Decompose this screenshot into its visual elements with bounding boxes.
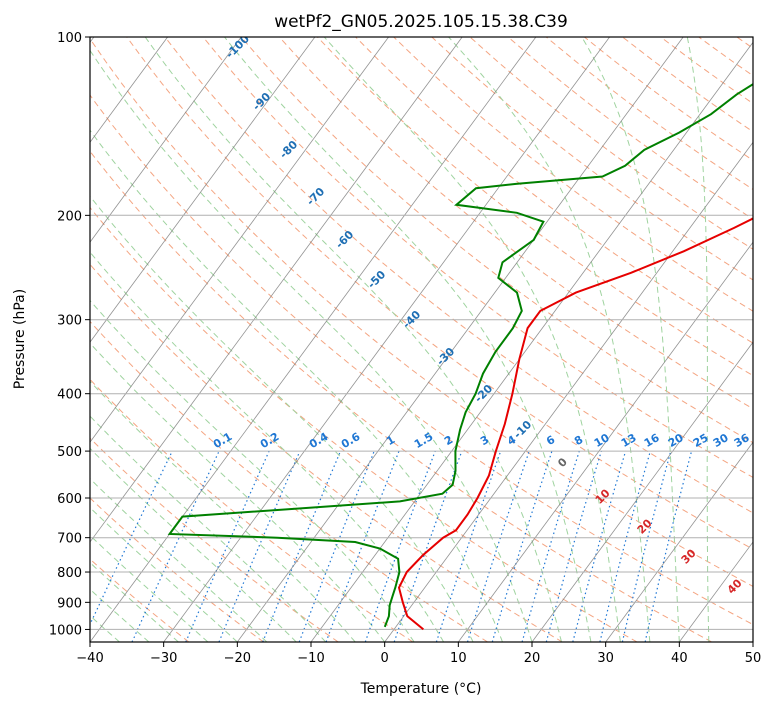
x-tick-label: −40 bbox=[76, 651, 103, 666]
isotherm-line bbox=[753, 37, 775, 642]
plot-area bbox=[90, 37, 753, 642]
y-tick-label: 300 bbox=[57, 314, 82, 329]
y-tick-label: 400 bbox=[57, 388, 82, 403]
y-tick-label: 500 bbox=[57, 445, 82, 460]
y-tick-label: 600 bbox=[57, 492, 82, 507]
x-tick-label: −20 bbox=[224, 651, 251, 666]
y-tick-label: 100 bbox=[57, 31, 82, 46]
y-tick-label: 200 bbox=[57, 209, 82, 224]
x-tick-label: 10 bbox=[450, 651, 467, 666]
y-tick-label: 900 bbox=[57, 596, 82, 611]
x-tick-label: −10 bbox=[297, 651, 324, 666]
chart-title: wetPf2_GN05.2025.105.15.38.C39 bbox=[274, 12, 568, 32]
y-axis-label: Pressure (hPa) bbox=[12, 289, 28, 389]
y-tick-label: 1000 bbox=[49, 623, 82, 638]
x-tick-label: 20 bbox=[524, 651, 541, 666]
x-tick-label: 50 bbox=[745, 651, 762, 666]
x-tick-label: 30 bbox=[597, 651, 614, 666]
x-axis-label: Temperature (°C) bbox=[360, 681, 482, 697]
x-tick-label: 0 bbox=[381, 651, 389, 666]
x-tick-label: −30 bbox=[150, 651, 177, 666]
y-tick-label: 800 bbox=[57, 566, 82, 581]
x-tick-label: 40 bbox=[671, 651, 688, 666]
y-tick-label: 700 bbox=[57, 532, 82, 547]
